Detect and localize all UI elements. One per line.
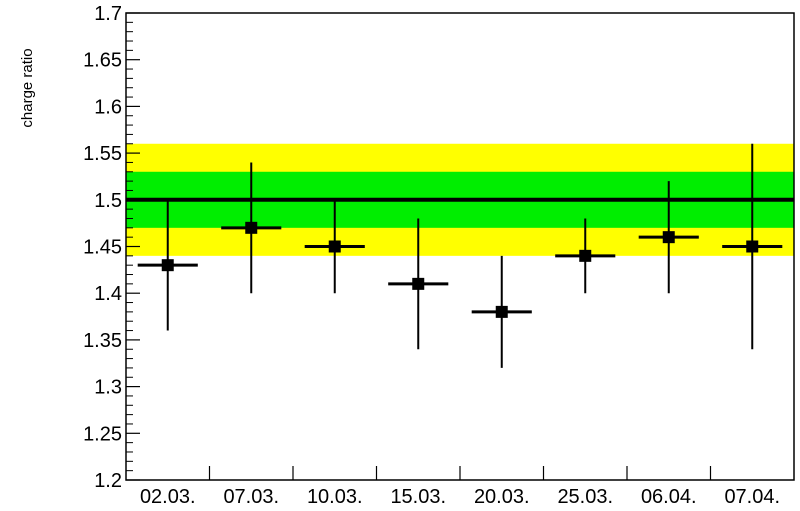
x-tick-label: 20.03. [474, 486, 530, 508]
x-tick-label: 07.03. [223, 486, 279, 508]
x-tick-label: 02.03. [140, 486, 196, 508]
data-point [662, 231, 675, 244]
y-axis-title: charge ratio [19, 48, 36, 127]
x-tick-label: 10.03. [307, 486, 363, 508]
data-point [495, 305, 508, 318]
data-point [245, 221, 258, 234]
y-tick-label: 1.55 [83, 143, 122, 165]
x-axis: 02.03. 07.03. 10.03. 15.03. 20.03. 25.03. 06.0… [140, 466, 780, 508]
y-tick-label: 1.25 [83, 423, 122, 445]
y-tick-label: 1.65 [83, 50, 122, 72]
x-tick-label: 06.04. [641, 486, 697, 508]
data-point [579, 249, 592, 262]
y-tick-label: 1.35 [83, 330, 122, 352]
data-point [412, 277, 425, 290]
data-point [746, 240, 759, 253]
y-tick-label: 1.7 [94, 3, 122, 25]
data-point [328, 240, 341, 253]
x-tick-label: 25.03. [557, 486, 613, 508]
data-layer [137, 143, 783, 368]
x-tick-label: 15.03. [390, 486, 446, 508]
x-tick-label: 07.04. [724, 486, 780, 508]
data-point [161, 259, 174, 272]
y-tick-label: 1.2 [94, 470, 122, 492]
y-axis: 1.2 1.25 1.3 1.35 1.4 1.45 1.5 1.55 1.6 1.65 1.7 [83, 3, 140, 492]
y-tick-label: 1.5 [94, 190, 122, 212]
y-tick-label: 1.4 [94, 283, 122, 305]
y-tick-label: 1.3 [94, 377, 122, 399]
y-tick-label: 1.45 [83, 237, 122, 259]
y-tick-label: 1.6 [94, 96, 122, 118]
